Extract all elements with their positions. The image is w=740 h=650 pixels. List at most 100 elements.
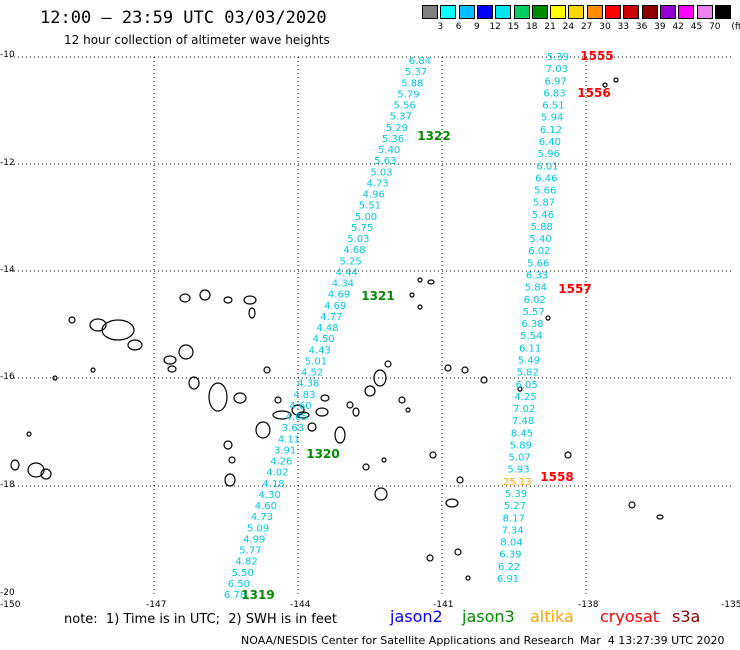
cryosat-wave-value: 5.54 — [520, 331, 542, 342]
longitude-label: -147 — [146, 600, 167, 610]
island-outline — [68, 316, 76, 324]
cryosat-wave-value: 8.04 — [500, 538, 522, 549]
island-outline — [52, 375, 58, 381]
island-outline — [613, 77, 619, 83]
island-outline — [10, 459, 20, 471]
track-number-label: 1557 — [558, 282, 591, 296]
jason3-wave-value: 5.50 — [232, 568, 254, 579]
latitude-label: -16 — [0, 372, 15, 382]
jason3-wave-value: 5.03 — [347, 234, 369, 245]
colorbar-unit: (ft) — [731, 22, 740, 32]
colorbar-tick-label: 24 — [562, 22, 575, 32]
island-outline — [224, 473, 236, 487]
colorbar-tick-label: 12 — [489, 22, 501, 32]
jason3-wave-value: 5.77 — [239, 546, 261, 557]
colorbar-tick-label: 15 — [507, 22, 520, 32]
island-outline — [364, 385, 376, 397]
island-outline — [255, 421, 271, 439]
latitude-label: -18 — [0, 480, 15, 490]
jason3-wave-value: 4.26 — [270, 457, 292, 468]
jason3-wave-value: 4.73 — [366, 178, 388, 189]
jason3-wave-value: 5.29 — [386, 123, 408, 134]
island-outline — [178, 344, 194, 360]
jason3-wave-value: 5.63 — [374, 156, 396, 167]
island-outline — [179, 293, 191, 303]
colorbar-swatch — [659, 5, 676, 19]
island-outline — [228, 456, 236, 464]
track-number-labels: 1322 1321 1320 1319 1555 1556 1557 1558 — [241, 49, 613, 602]
colorbar-tick-label: 21 — [544, 22, 556, 32]
colorbar-tick-label: 30 — [599, 22, 611, 32]
island-outline — [381, 457, 387, 463]
island-outline — [465, 575, 471, 581]
colorbar-tick-label: 9 — [474, 22, 480, 32]
island-outline — [373, 369, 387, 387]
cryosat-wave-value: 5.89 — [510, 440, 532, 451]
jason3-wave-value: 5.40 — [378, 145, 400, 156]
jason3-wave-value: 4.02 — [266, 468, 288, 479]
cryosat-wave-value: 6.51 — [542, 101, 564, 112]
jason3-wave-value: 6.50 — [228, 579, 250, 590]
latitude-label: -10 — [0, 50, 15, 60]
jason3-wave-value: 4.18 — [262, 479, 284, 490]
jason3-wave-value: 4.48 — [316, 323, 338, 334]
cryosat-wave-value: 5.57 — [522, 307, 544, 318]
island-outline — [127, 339, 143, 351]
island-outline — [188, 376, 200, 390]
island-outline — [545, 315, 551, 321]
cryosat-wave-value: 25.13 — [503, 477, 532, 488]
satellite-legend-entry: s3a — [672, 607, 701, 626]
cryosat-wave-value: 7.03 — [546, 64, 568, 75]
island-outline — [26, 431, 32, 437]
island-outline — [384, 360, 392, 368]
cryosat-wave-value: 6.02 — [528, 246, 550, 257]
cryosat-wave-value: 4.25 — [514, 392, 536, 403]
island-outline — [564, 451, 572, 459]
generated-timestamp: Mar 4 13:27:39 UTC 2020 — [580, 634, 725, 647]
colorbar-swatch — [641, 5, 658, 19]
jason3-wave-value: 5.03 — [370, 167, 392, 178]
map-subtitle: 12 hour collection of altimeter wave hei… — [64, 33, 330, 47]
island-outline — [263, 366, 271, 374]
cryosat-wave-value: 5.84 — [525, 283, 547, 294]
cryosat-wave-value: 6.02 — [524, 295, 546, 306]
island-outline — [248, 307, 256, 319]
jason3-wave-value: 6.84 — [409, 56, 431, 67]
colorbar-swatch — [422, 5, 438, 19]
longitude-label: -135 — [721, 600, 740, 610]
track-number-label: 1555 — [580, 49, 613, 63]
cryosat-wave-value: 6.22 — [498, 562, 520, 573]
cryosat-wave-value: 5.27 — [504, 501, 526, 512]
jason3-wave-value: 5.37 — [390, 112, 412, 123]
cryosat-wave-value: 6.91 — [497, 574, 519, 585]
colorbar-swatch — [550, 5, 567, 19]
island-outline — [461, 366, 469, 374]
island-outline — [223, 440, 233, 450]
jason3-wave-value: 5.56 — [393, 101, 415, 112]
island-outline — [362, 463, 370, 471]
satellite-legend-entry: jason3 — [462, 607, 515, 626]
jason3-wave-value: 5.79 — [397, 89, 419, 100]
jason3-wave-value: 5.00 — [355, 212, 377, 223]
jason3-wave-value: 4.52 — [301, 368, 323, 379]
colorbar-tick-label: 36 — [635, 22, 648, 32]
island-outline — [272, 410, 292, 420]
colorbar-tick-label: 45 — [690, 22, 703, 32]
cryosat-wave-value: 8.17 — [503, 513, 525, 524]
jason3-wave-value: 5.51 — [359, 201, 381, 212]
jason3-wave-value: 4.83 — [293, 390, 315, 401]
island-outline — [40, 468, 52, 480]
colorbar-swatch — [714, 5, 731, 19]
colorbar-swatch — [696, 5, 713, 19]
jason3-wave-value: 4.60 — [289, 401, 311, 412]
island-outline — [417, 277, 423, 283]
longitude-label: -150 — [0, 600, 21, 610]
island-outline — [89, 318, 107, 332]
island-outline — [233, 392, 247, 404]
jason3-wave-value: 5.09 — [247, 523, 269, 534]
jason3-wave-value: 4.65 — [286, 412, 308, 423]
island-outline — [199, 289, 211, 301]
cryosat-wave-value: 5.82 — [517, 368, 539, 379]
cryosat-wave-value: 6.33 — [526, 271, 548, 282]
longitude-label: -141 — [433, 600, 454, 610]
